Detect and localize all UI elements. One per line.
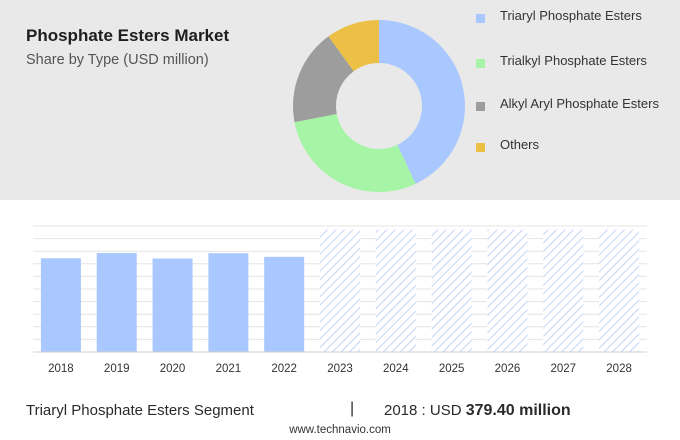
x-tick-2023: 2023	[327, 363, 353, 375]
legend-label-others: Others	[500, 137, 540, 152]
x-tick-2025: 2025	[439, 363, 465, 375]
bar-2024	[375, 229, 416, 352]
x-tick-2028: 2028	[606, 363, 632, 375]
page-subtitle: Share by Type (USD million)	[26, 52, 209, 68]
bar-2021	[208, 253, 249, 352]
donut-chart	[293, 20, 465, 192]
footer-segment-label: Triaryl Phosphate Esters Segment	[26, 402, 254, 419]
footer-value: 2018 : USD 379.40 million	[384, 402, 571, 420]
x-tick-2018: 2018	[48, 363, 74, 375]
bar-2023	[320, 229, 360, 352]
bar-2019	[96, 253, 137, 352]
legend-swatch-alkyl-aryl	[476, 102, 485, 111]
legend-swatch-triaryl	[476, 14, 485, 23]
legend-label-trialkyl: Trialkyl Phosphate Esters	[500, 53, 647, 68]
x-tick-2020: 2020	[160, 363, 186, 375]
bar-2022	[264, 256, 305, 352]
x-tick-2024: 2024	[383, 363, 409, 375]
x-tick-2022: 2022	[271, 363, 297, 375]
x-tick-2021: 2021	[216, 363, 242, 375]
page-title: Phosphate Esters Market	[26, 26, 230, 45]
legend-swatch-others	[476, 143, 485, 152]
source-label: www.technavio.com	[289, 424, 391, 436]
legend-swatch-trialkyl	[476, 59, 485, 68]
bar-2026	[487, 229, 528, 352]
footer-value-prefix: 2018 : USD	[384, 402, 462, 419]
donut-slice-trialkyl-phosphate-esters	[294, 114, 416, 192]
legend-label-alkyl-aryl: Alkyl Aryl Phosphate Esters	[500, 96, 659, 111]
x-tick-2026: 2026	[495, 363, 521, 375]
footer-value-amount: 379.40 million	[465, 402, 571, 419]
bar-chart: 2018 2019 2020 2021 2022 2023 2024 2025 2026 2027…	[33, 225, 647, 375]
donut-slice-triaryl-phosphate-esters	[379, 20, 465, 184]
bar-2027	[543, 229, 584, 352]
footer-divider: |	[350, 400, 355, 417]
donut-slice-others	[328, 20, 379, 72]
x-tick-2019: 2019	[104, 363, 130, 375]
bar-2028	[599, 229, 640, 352]
bar-2018	[40, 258, 81, 352]
bar-2020	[152, 258, 193, 352]
donut-slice-alkyl-aryl-phosphate-esters	[293, 36, 354, 123]
legend-label-triaryl: Triaryl Phosphate Esters	[500, 8, 642, 23]
x-tick-2027: 2027	[550, 363, 576, 375]
bar-2025	[431, 229, 472, 352]
